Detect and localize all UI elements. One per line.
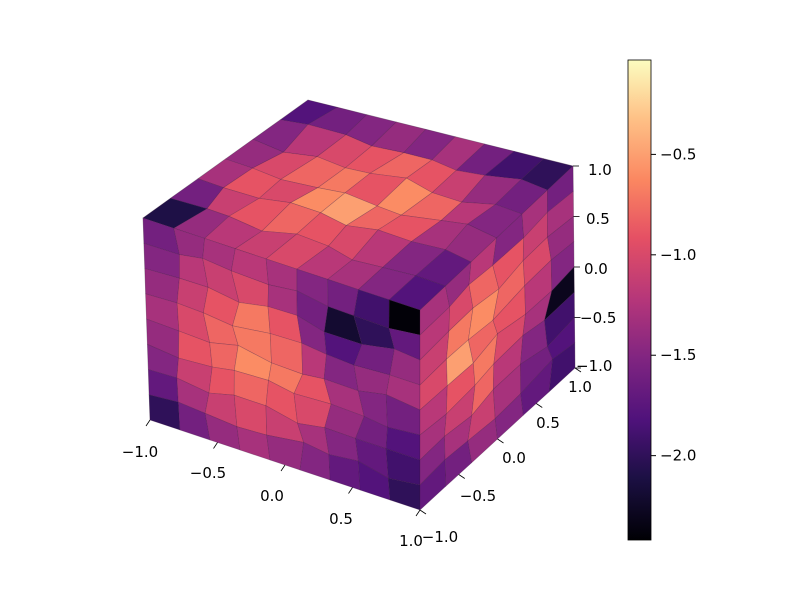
y-tick-label: −0.5 (460, 487, 496, 505)
x-axis-tick-labels: −1.0 −0.5 0.0 0.5 1.0 (122, 443, 423, 550)
y-axis-tick-labels: −1.0 −0.5 0.0 0.5 1.0 (422, 378, 592, 546)
top-face (142, 99, 574, 311)
axis-tick (280, 464, 286, 472)
x-tick-label: −1.0 (122, 443, 158, 461)
axis-tick (213, 442, 218, 449)
front-face (142, 217, 421, 511)
x-tick-label: 1.0 (399, 532, 423, 550)
colorbar-tick-label: −0.5 (660, 145, 696, 163)
colorbar-gradient (627, 59, 652, 541)
x-tick-label: −0.5 (190, 464, 226, 482)
axis-tick (415, 509, 421, 517)
colorbar-tick-label: −2.0 (660, 447, 696, 465)
z-tick-label: 0.0 (584, 260, 608, 278)
axis-tick (348, 487, 353, 494)
y-tick-label: 1.0 (568, 378, 592, 396)
y-tick-label: 0.0 (502, 449, 526, 467)
axis-tick (574, 367, 582, 373)
colorbar: −0.5 −1.0 −1.5 −2.0 (627, 59, 696, 541)
x-tick-label: 0.0 (260, 487, 284, 505)
surface-cell (209, 342, 239, 371)
z-tick-label: 1.0 (588, 161, 612, 179)
axis-ticks (145, 165, 582, 517)
z-tick-label: 0.5 (586, 210, 610, 228)
x-tick-label: 0.5 (329, 510, 353, 528)
axis-tick (458, 474, 465, 479)
colorbar-tick-label: −1.0 (660, 246, 696, 264)
axis-tick (145, 419, 151, 427)
cube-surface (142, 99, 576, 511)
axis-tick (419, 509, 427, 515)
right-face (419, 165, 576, 511)
colorbar-tick-label: −1.5 (660, 346, 696, 364)
axis-tick (536, 403, 543, 408)
z-axis-tick-labels: 1.0 0.5 0.0 −0.5 −1.0 (576, 161, 616, 375)
y-tick-label: −1.0 (422, 528, 458, 546)
surface-cell (208, 366, 235, 396)
colorbar-ticks (651, 153, 656, 457)
z-tick-label: −1.0 (576, 357, 612, 375)
axis-tick (497, 438, 504, 444)
y-tick-label: 0.5 (536, 414, 560, 432)
z-tick-label: −0.5 (580, 309, 616, 327)
